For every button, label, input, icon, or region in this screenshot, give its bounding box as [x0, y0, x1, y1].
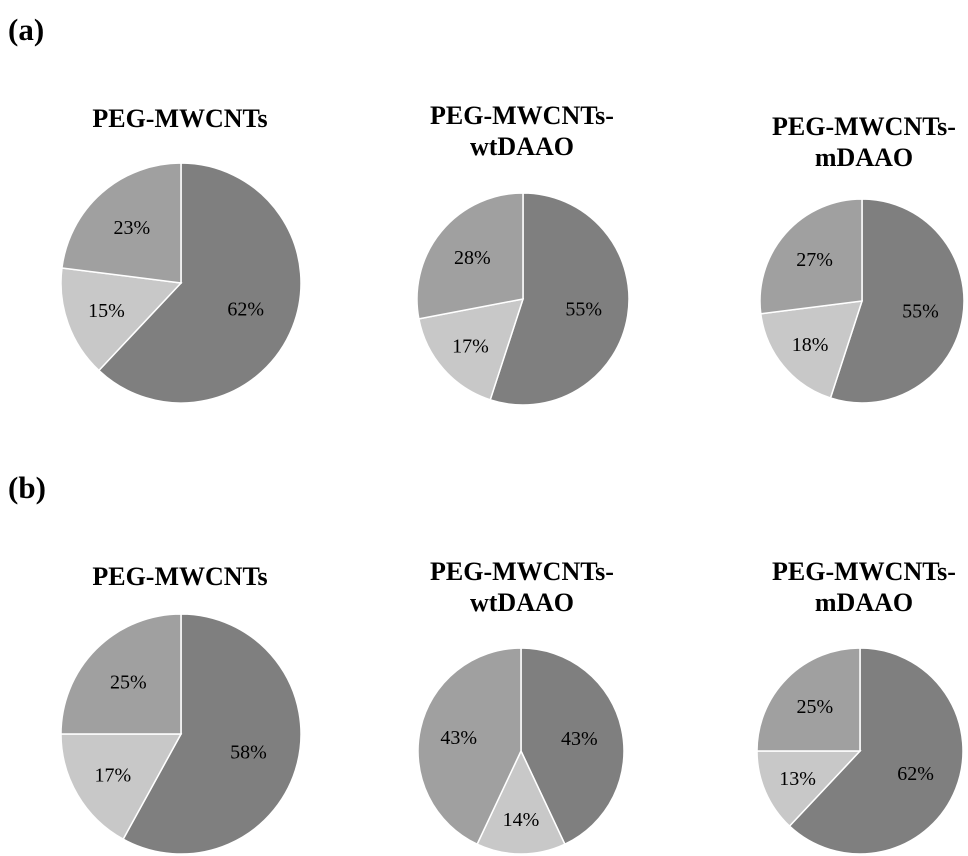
pie-b3-label-small: 13%	[779, 768, 816, 790]
panel-label-b: (b)	[8, 472, 46, 503]
pie-b3-label-large: 62%	[897, 763, 934, 785]
pie-b2-title: PEG-MWCNTs-wtDAAO	[412, 556, 632, 618]
pie-b1-title: PEG-MWCNTs	[70, 561, 290, 592]
pie-b1-label-large: 58%	[230, 741, 267, 763]
pie-chart-b3: 62% 13% 25%	[757, 646, 963, 856]
pie-chart-b1: 58% 17% 25%	[61, 614, 301, 854]
pie-b1-label-medium: 25%	[110, 671, 147, 693]
pie-a3-label-small: 18%	[792, 334, 829, 356]
pie-a2-title: PEG-MWCNTs-wtDAAO	[412, 100, 632, 162]
pie-a2-label-large: 55%	[565, 299, 602, 321]
pie-chart-a3: 55% 18% 27%	[759, 199, 965, 403]
pie-b1-label-small: 17%	[94, 764, 131, 786]
pie-a1-label-small: 15%	[88, 300, 125, 322]
pie-b3-title: PEG-MWCNTs-mDAAO	[754, 556, 968, 618]
pie-a3-label-medium: 27%	[796, 249, 833, 271]
pie-a1-label-medium: 23%	[113, 217, 150, 239]
pie-b3-label-medium: 25%	[797, 696, 834, 718]
pie-chart-a2: 55% 17% 28%	[417, 193, 629, 405]
pie-a1-label-large: 62%	[227, 299, 264, 321]
pie-chart-a1: 62% 15% 23%	[61, 161, 301, 405]
panel-label-a: (a)	[8, 14, 44, 45]
pie-a1-title: PEG-MWCNTs	[70, 103, 290, 134]
pie-a2-label-medium: 28%	[454, 247, 491, 269]
pie-a2-label-small: 17%	[452, 335, 489, 357]
pie-b2-label-large: 43%	[561, 728, 598, 750]
pie-b2-label-small: 14%	[503, 809, 540, 831]
pie-chart-b2: 43% 14% 43%	[418, 646, 624, 856]
pie-a3-title: PEG-MWCNTs-mDAAO	[754, 111, 968, 173]
pie-a3-label-large: 55%	[902, 300, 939, 322]
pie-b2-label-medium: 43%	[440, 727, 477, 749]
